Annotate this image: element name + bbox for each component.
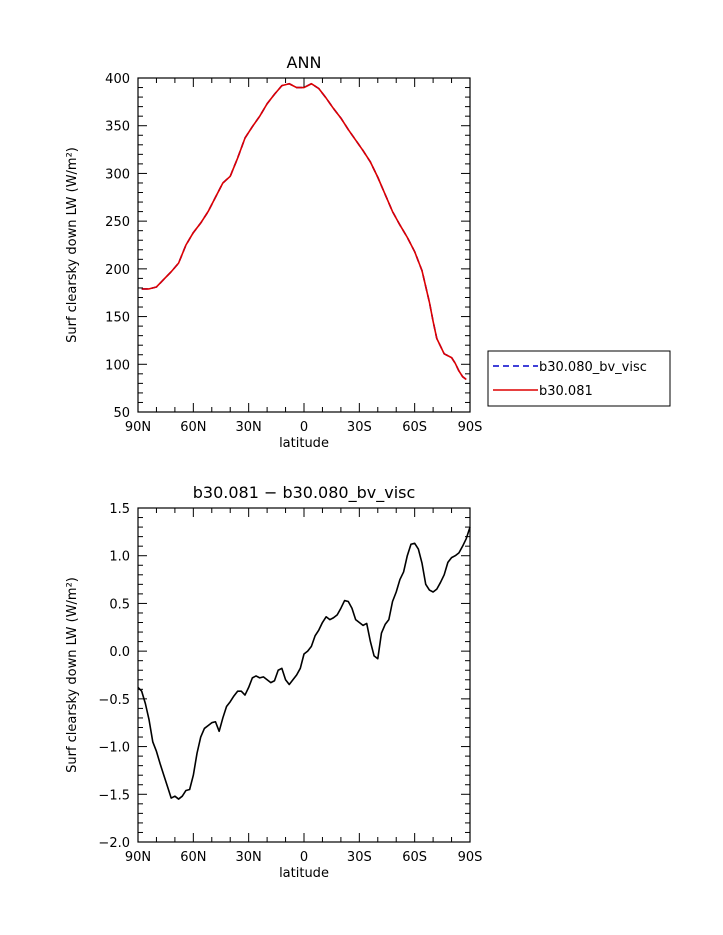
x-tick-label: 60N: [180, 850, 206, 865]
y-tick-label: 200: [105, 263, 130, 278]
x-tick-label: 90S: [458, 850, 483, 865]
x-axis-title: latitude: [279, 866, 329, 881]
legend-box: [487, 350, 671, 407]
chart-title: b30.081 − b30.080_bv_visc: [193, 483, 416, 503]
legend-entry: b30.081: [539, 384, 593, 399]
y-tick-label: 50: [113, 406, 130, 421]
y-tick-label: −2.0: [98, 836, 130, 851]
legend: b30.080_bv_visc b30.081: [487, 350, 671, 407]
y-tick-label: 150: [105, 311, 130, 326]
x-tick-label: 0: [300, 420, 308, 435]
y-tick-label: 400: [105, 72, 130, 87]
chart-title: ANN: [287, 53, 322, 72]
series-group: [141, 82, 467, 381]
series-line-b30.080_bv_visc: [141, 82, 467, 381]
y-tick-label: 0.5: [109, 597, 130, 612]
y-tick-label: 1.0: [109, 550, 130, 565]
y-tick-label: −0.5: [98, 693, 130, 708]
x-tick-label: 90N: [125, 420, 151, 435]
y-tick-label: 250: [105, 215, 130, 230]
y-tick-label: 350: [105, 120, 130, 135]
plot-frame: [137, 77, 471, 413]
y-tick-label: 1.5: [109, 502, 130, 517]
y-axis-title: Surf clearsky down LW (W/m²): [65, 577, 80, 773]
chart-panel-1: 90N 60N 30N 0 30S 60S 90S 50 100 150 200 250 300 350 4…: [65, 53, 482, 451]
y-tick-label: 300: [105, 167, 130, 182]
x-axis-title: latitude: [279, 436, 329, 451]
series-group: [137, 526, 471, 800]
y-tick-label: 0.0: [109, 645, 130, 660]
x-tick-label: 0: [300, 850, 308, 865]
y-axis-title: Surf clearsky down LW (W/m²): [65, 147, 80, 343]
x-tick-label: 30N: [236, 850, 262, 865]
series-line-b30.081: [141, 82, 467, 381]
x-tick-label: 30S: [347, 420, 372, 435]
x-tick-label: 60S: [402, 420, 427, 435]
series-line-difference-1: [137, 526, 471, 800]
x-tick-label: 90N: [125, 850, 151, 865]
x-tick-label: 30S: [347, 850, 372, 865]
y-tick-label: 100: [105, 358, 130, 373]
x-tick-label: 60S: [402, 850, 427, 865]
x-tick-label: 30N: [236, 420, 262, 435]
legend-entry: b30.080_bv_visc: [539, 360, 647, 375]
y-tick-label: −1.5: [98, 788, 130, 803]
x-tick-label: 90S: [458, 420, 483, 435]
y-tick-label: −1.0: [98, 741, 130, 756]
x-tick-label: 60N: [180, 420, 206, 435]
chart-panel-2: 90N 60N 30N 0 30S 60S 90S −2.0 −1.5 −1.0 −0.5 0.0 0.…: [65, 483, 482, 881]
